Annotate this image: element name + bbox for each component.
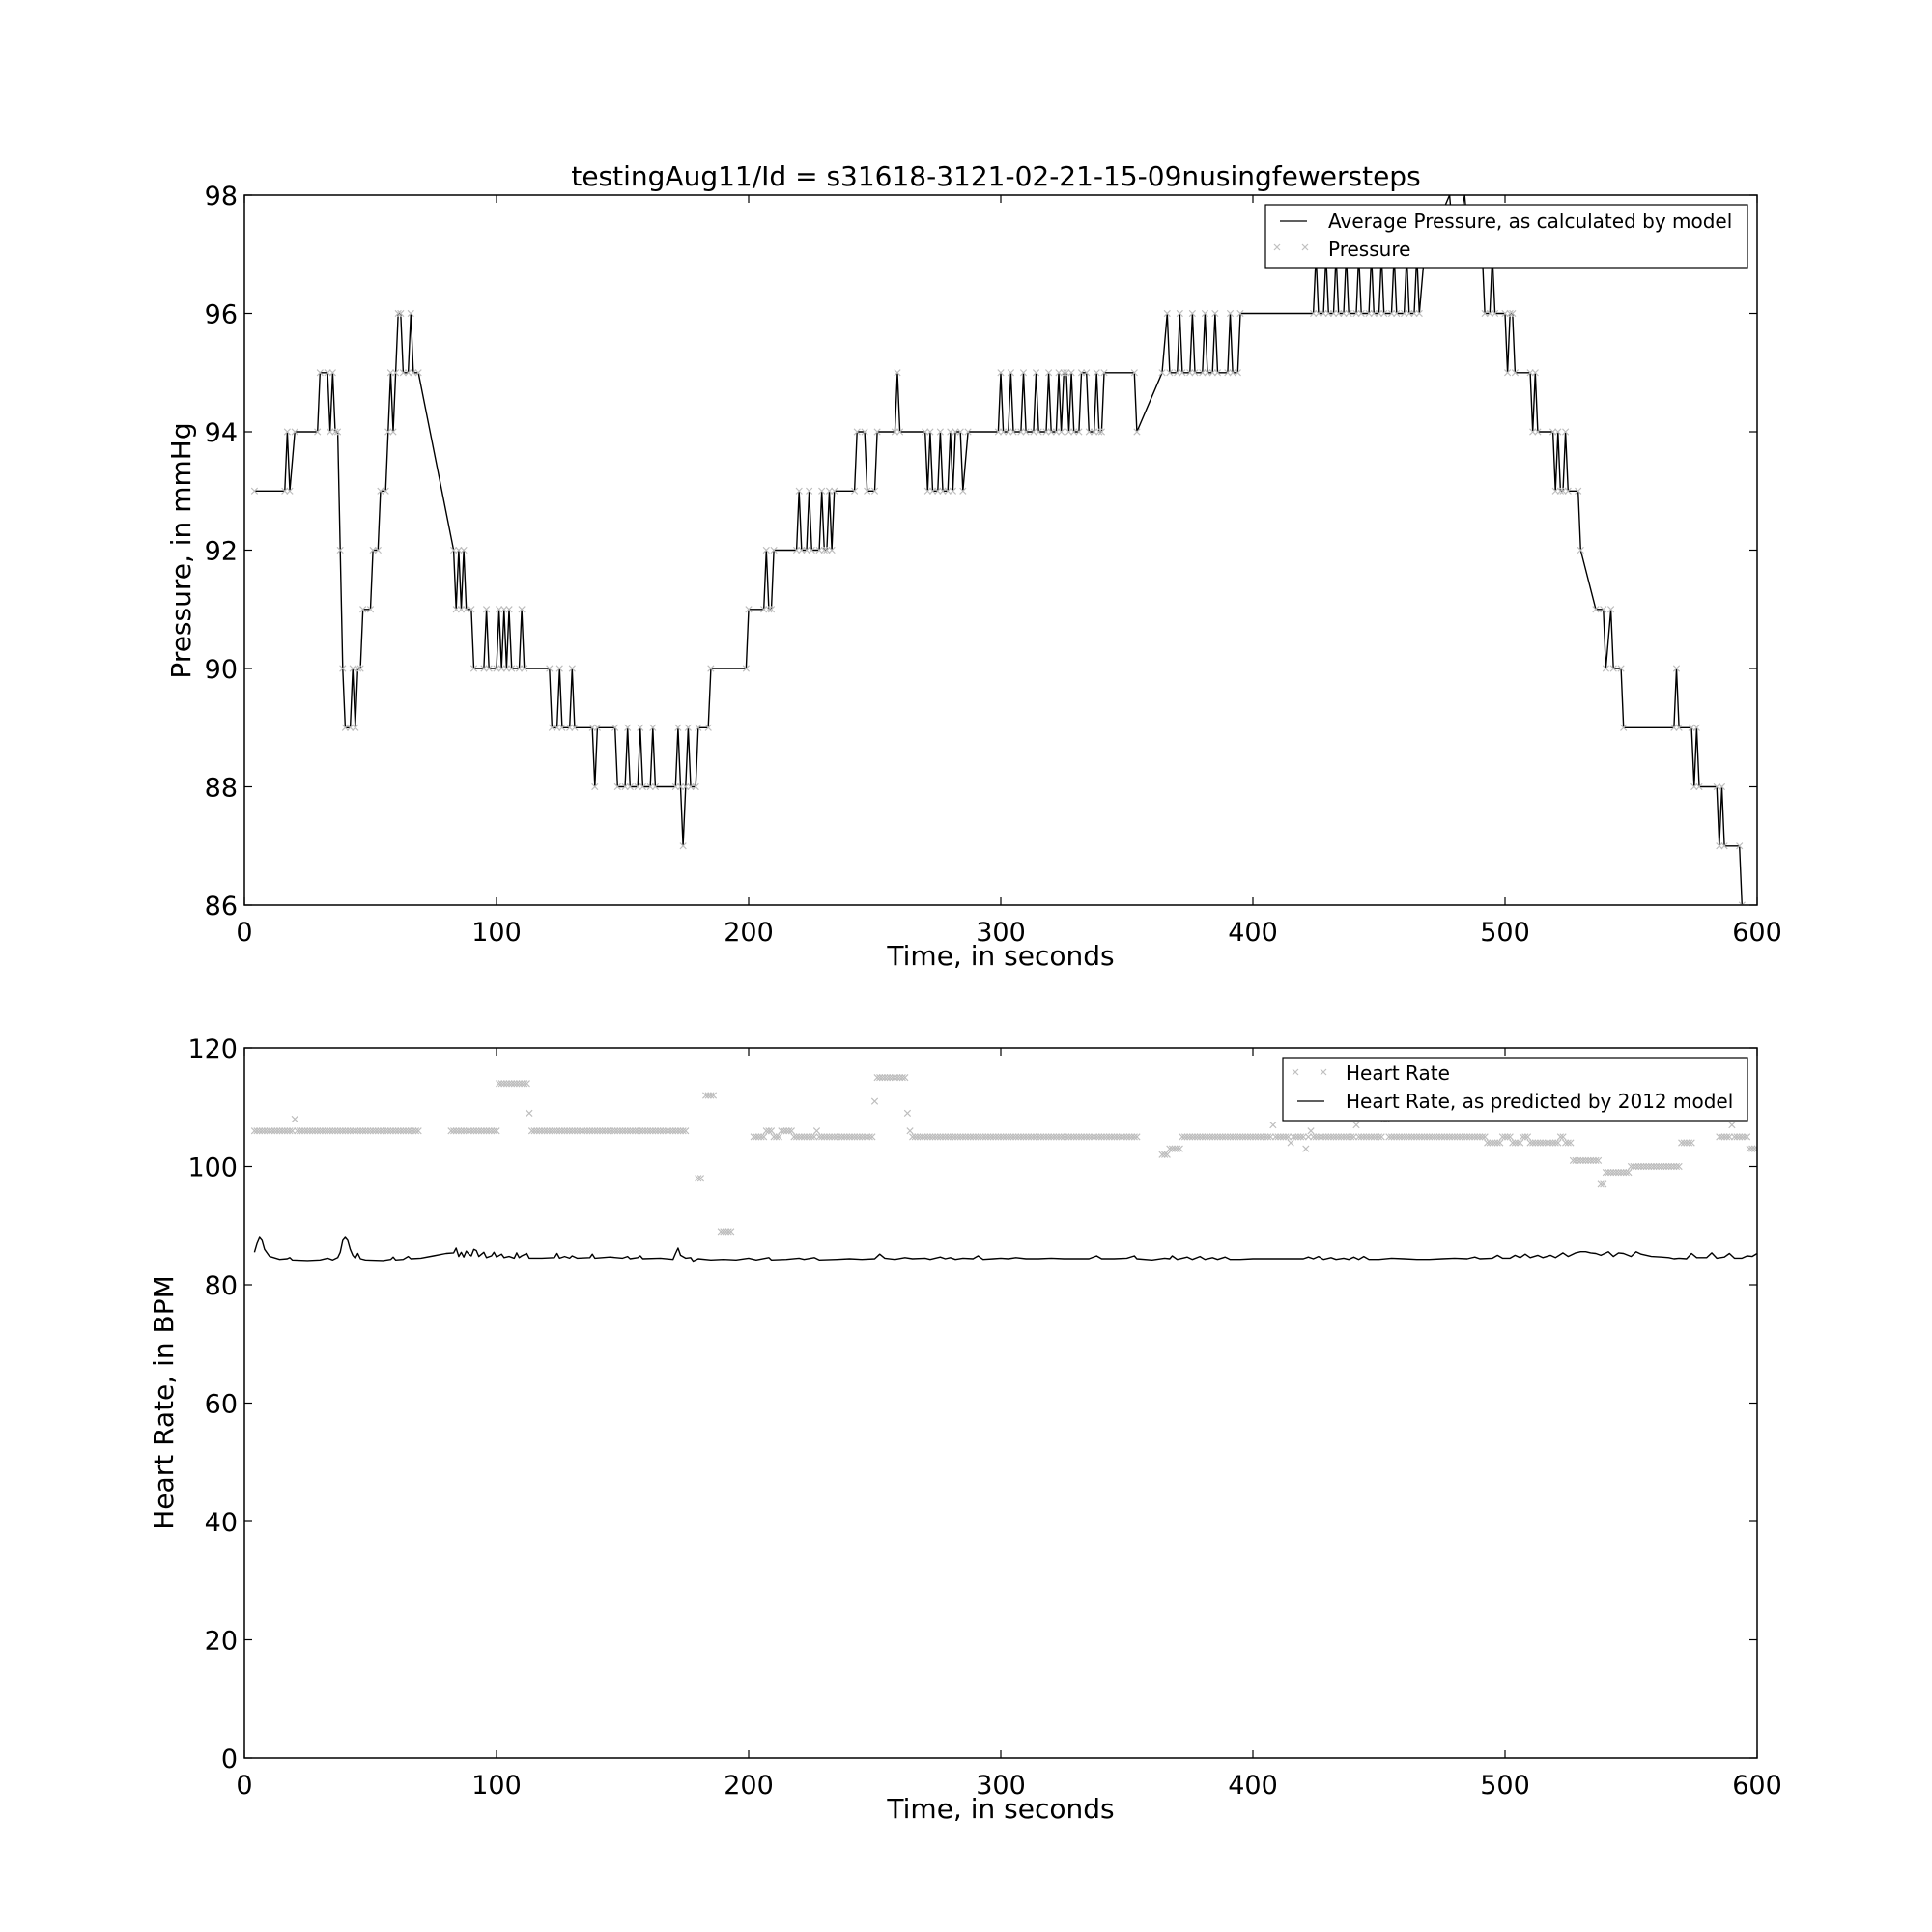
x-tick-label: 100 xyxy=(471,918,522,948)
x-tick-label: 600 xyxy=(1732,918,1782,948)
y-tick-label: 40 xyxy=(205,1508,238,1538)
x-tick-label: 100 xyxy=(471,1771,522,1801)
y-tick-label: 80 xyxy=(205,1271,238,1301)
x-tick-label: 200 xyxy=(724,918,774,948)
y-tick-label: 120 xyxy=(187,1035,238,1065)
chart-title: testingAug11/Id = s31618-3121-02-21-15-0… xyxy=(571,160,1420,192)
y-tick-label: 60 xyxy=(205,1390,238,1420)
y-axis-label: Pressure, in mmHg xyxy=(165,422,197,678)
heart-rate-legend: Heart Rate Heart Rate, as predicted by 2… xyxy=(1283,1058,1747,1121)
y-tick-label: 88 xyxy=(205,774,238,804)
y-tick-label: 94 xyxy=(205,418,238,448)
legend-label-heart-rate: Heart Rate xyxy=(1346,1062,1450,1085)
legend-label-average-pressure: Average Pressure, as calculated by model xyxy=(1328,210,1732,233)
x-tick-label: 0 xyxy=(236,918,252,948)
x-tick-label: 400 xyxy=(1228,1771,1278,1801)
x-tick-label: 500 xyxy=(1480,1771,1530,1801)
y-tick-label: 96 xyxy=(205,300,238,330)
x-axis-label: Time, in seconds xyxy=(886,940,1114,972)
y-axis-label: Heart Rate, in BPM xyxy=(148,1275,180,1530)
legend-label-predicted-heart-rate: Heart Rate, as predicted by 2012 model xyxy=(1346,1090,1733,1113)
x-tick-label: 500 xyxy=(1480,918,1530,948)
x-tick-label: 200 xyxy=(724,1771,774,1801)
x-tick-label: 0 xyxy=(236,1771,252,1801)
y-tick-label: 90 xyxy=(205,655,238,685)
y-tick-label: 92 xyxy=(205,537,238,567)
y-tick-label: 98 xyxy=(205,182,238,212)
y-tick-label: 0 xyxy=(221,1745,238,1775)
y-tick-label: 100 xyxy=(187,1153,238,1183)
x-tick-label: 600 xyxy=(1732,1771,1782,1801)
y-tick-label: 20 xyxy=(205,1627,238,1657)
x-axis-label: Time, in seconds xyxy=(886,1793,1114,1825)
legend-label-pressure: Pressure xyxy=(1328,238,1410,261)
y-tick-label: 86 xyxy=(205,892,238,922)
x-tick-label: 400 xyxy=(1228,918,1278,948)
pressure-legend: Average Pressure, as calculated by model… xyxy=(1265,205,1747,268)
